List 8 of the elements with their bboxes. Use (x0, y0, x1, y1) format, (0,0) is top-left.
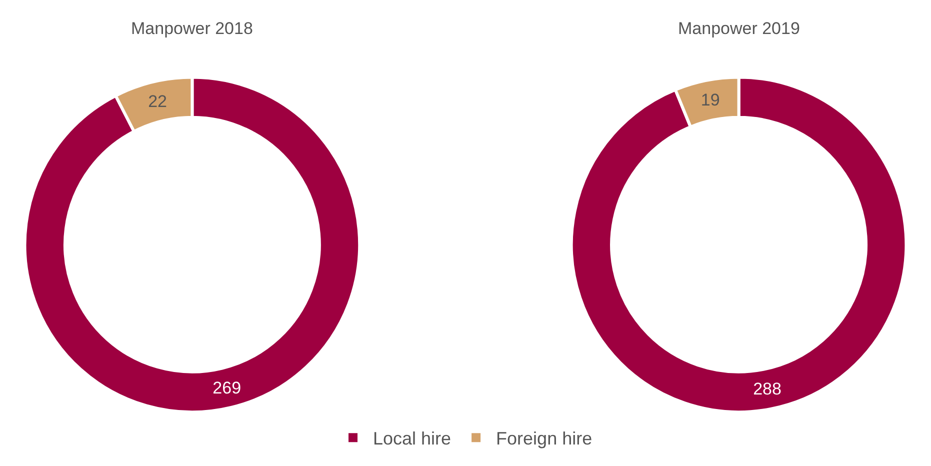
data-label: 269 (212, 378, 242, 398)
data-label: 288 (753, 380, 782, 399)
slice-label: Manpower 2019 (678, 19, 800, 38)
data-label: 22 (148, 92, 167, 111)
legend-label: Local hire (373, 428, 452, 449)
slice-label: Manpower 2018 (131, 19, 253, 38)
legend-label: Foreign hire (496, 428, 592, 449)
data-label: 19 (700, 90, 720, 110)
